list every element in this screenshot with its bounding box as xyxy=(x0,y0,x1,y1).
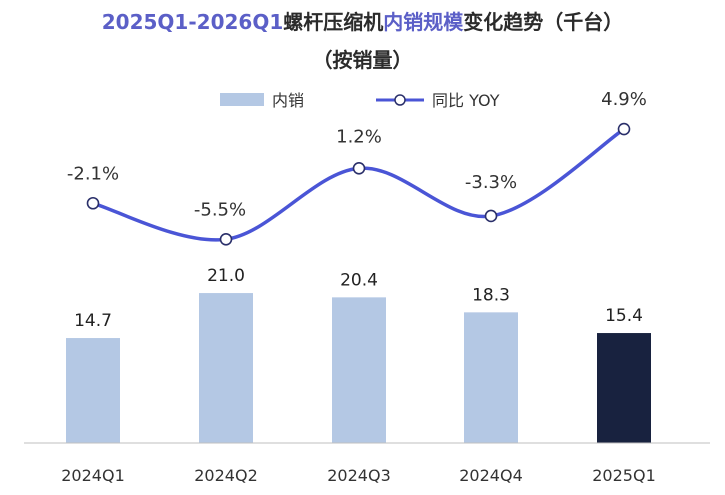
yoy-label-2025Q1: 4.9% xyxy=(601,89,647,110)
x-tick-2024Q1: 2024Q1 xyxy=(61,466,125,485)
bar-label-2024Q2: 21.0 xyxy=(207,266,245,286)
bar-2024Q4 xyxy=(464,312,518,443)
chart-title: 2025Q1-2026Q1螺杆压缩机内销规模变化趋势（千台） xyxy=(0,6,725,35)
yoy-point-2024Q4 xyxy=(484,209,498,223)
bar-2024Q2 xyxy=(199,293,253,443)
yoy-label-2024Q3: 1.2% xyxy=(336,126,382,147)
x-tick-2025Q1: 2025Q1 xyxy=(592,466,656,485)
x-tick-2024Q4: 2024Q4 xyxy=(459,466,523,485)
yoy-point-2025Q1 xyxy=(617,122,631,136)
x-axis-ticks: 2024Q1 2024Q2 2024Q3 2024Q4 2025Q1 xyxy=(61,466,656,485)
bar-series xyxy=(66,293,651,443)
yoy-label-2024Q1: -2.1% xyxy=(67,163,119,184)
legend-line-label: 同比 YOY xyxy=(432,91,500,110)
bar-label-2025Q1: 15.4 xyxy=(605,306,643,326)
yoy-point-2024Q3 xyxy=(352,161,366,175)
chart-subtitle: （按销量） xyxy=(312,48,413,72)
legend-bar-swatch xyxy=(220,93,264,106)
title-period: 2025Q1-2026Q1 xyxy=(101,10,284,34)
yoy-label-2024Q4: -3.3% xyxy=(465,172,517,193)
yoy-label-2024Q2: -5.5% xyxy=(194,199,246,220)
bar-label-2024Q3: 20.4 xyxy=(340,270,378,290)
legend-line-marker xyxy=(394,94,406,106)
bar-2024Q3 xyxy=(332,297,386,443)
yoy-points xyxy=(86,122,631,246)
x-tick-2024Q3: 2024Q3 xyxy=(327,466,391,485)
legend-bar-label: 内销 xyxy=(272,91,304,110)
yoy-point-2024Q1 xyxy=(86,196,100,210)
yoy-data-labels: -2.1% -5.5% 1.2% -3.3% 4.9% xyxy=(67,89,647,220)
bar-2024Q1 xyxy=(66,338,120,443)
legend: 内销 同比 YOY xyxy=(220,91,500,110)
title-product: 螺杆压缩机 xyxy=(283,10,384,34)
bar-data-labels: 14.7 21.0 20.4 18.3 15.4 xyxy=(74,266,643,331)
bar-label-2024Q1: 14.7 xyxy=(74,311,112,331)
yoy-point-2024Q2 xyxy=(219,233,233,246)
bar-2025Q1 xyxy=(597,333,651,443)
title-suffix: 变化趋势（千台） xyxy=(463,10,624,34)
x-tick-2024Q2: 2024Q2 xyxy=(194,466,258,485)
bar-label-2024Q4: 18.3 xyxy=(472,285,510,305)
title-metric: 内销规模 xyxy=(383,10,464,34)
